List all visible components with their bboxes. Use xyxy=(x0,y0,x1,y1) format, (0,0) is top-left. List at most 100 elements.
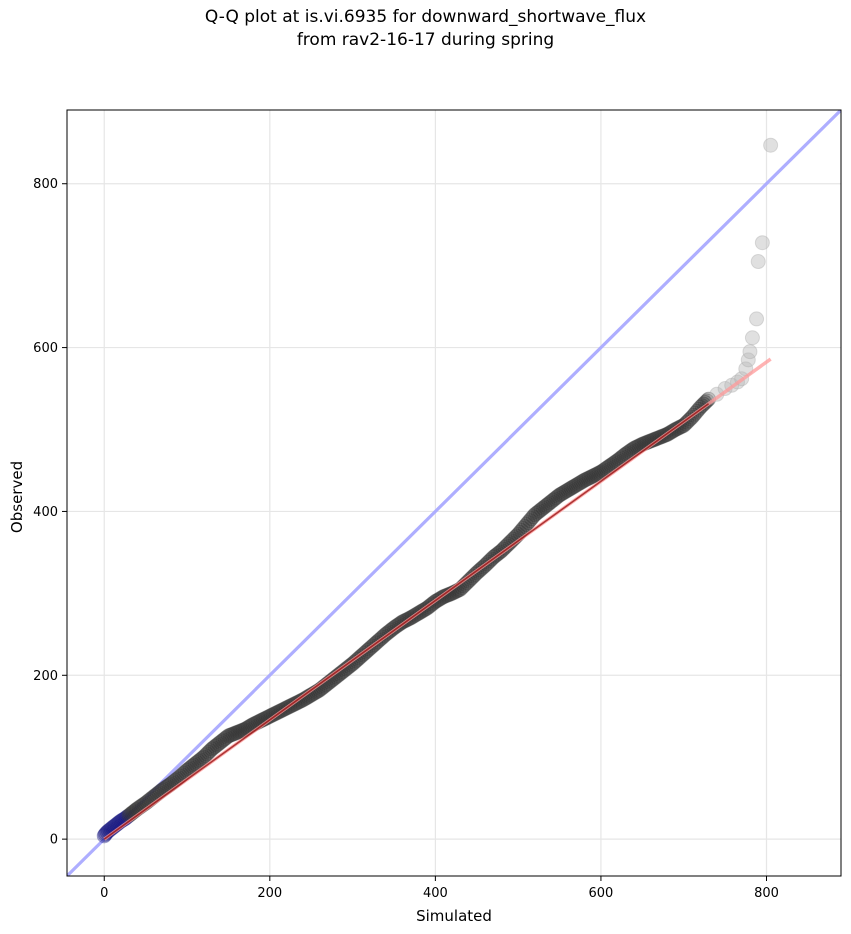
y-tick-label: 200 xyxy=(33,669,58,684)
quantile-point xyxy=(593,464,609,480)
quantile-point xyxy=(560,482,576,498)
quantile-point xyxy=(225,726,241,742)
quantile-point xyxy=(532,503,548,519)
quantile-point xyxy=(209,737,225,753)
quantile-point xyxy=(621,444,637,460)
quantile-point xyxy=(186,757,202,773)
quantile-point xyxy=(588,467,604,483)
quantile-point xyxy=(547,491,563,507)
quantile-point xyxy=(212,734,228,750)
quantile-point xyxy=(202,743,218,759)
quantile-point xyxy=(542,495,558,511)
quantile-point xyxy=(181,761,197,777)
quantile-point xyxy=(623,443,639,459)
quantile-point xyxy=(217,731,233,747)
quantile-point xyxy=(191,753,207,769)
tail-point xyxy=(744,330,760,346)
quantile-point xyxy=(196,749,212,765)
quantile-point xyxy=(548,490,564,506)
quantile-point xyxy=(557,484,573,500)
y-axis-ticks: 0 200 400 600 800 xyxy=(33,177,67,848)
quantile-point xyxy=(201,744,217,760)
quantile-point xyxy=(210,736,226,752)
x-tick-label: 400 xyxy=(423,886,448,901)
quantile-point xyxy=(573,474,589,490)
quantile-point xyxy=(576,472,592,488)
x-axis-ticks: 0 200 400 600 800 xyxy=(100,876,779,901)
quantile-point xyxy=(197,748,213,764)
quantile-point xyxy=(220,728,236,744)
quantile-point xyxy=(586,467,602,483)
quantile-point xyxy=(219,729,235,745)
tail-point xyxy=(763,137,779,153)
x-tick-label: 800 xyxy=(754,886,779,901)
quantile-point xyxy=(538,498,554,514)
tail-point xyxy=(750,254,766,270)
quantile-point xyxy=(204,741,220,757)
y-tick-label: 600 xyxy=(33,341,58,356)
chart-title: Q-Q plot at is.vi.6935 for downward_shor… xyxy=(0,6,851,52)
quantile-point xyxy=(232,723,248,739)
quantile-point xyxy=(566,478,582,494)
quantile-point xyxy=(179,762,195,778)
x-tick-label: 600 xyxy=(589,886,614,901)
quantile-point xyxy=(571,475,587,491)
quantile-point xyxy=(583,469,599,485)
quantile-point xyxy=(520,515,536,531)
quantile-point xyxy=(550,488,566,504)
quantile-point xyxy=(206,740,222,756)
chart-title-line-2: from rav2-16-17 during spring xyxy=(296,30,555,50)
tail-point xyxy=(754,235,770,251)
quantile-point xyxy=(558,483,574,499)
x-tick-label: 200 xyxy=(257,886,282,901)
quantile-point xyxy=(522,513,538,529)
tail-point xyxy=(749,311,765,327)
quantile-point xyxy=(537,499,553,515)
quantile-point xyxy=(222,727,238,743)
tail-point xyxy=(740,352,756,368)
quantile-point xyxy=(575,473,591,489)
quantile-point xyxy=(591,465,607,481)
quantile-point xyxy=(227,725,243,741)
quantile-point xyxy=(530,504,546,520)
quantile-point xyxy=(553,486,569,502)
quantile-point xyxy=(543,494,559,510)
quantile-point xyxy=(565,479,581,495)
quantile-point xyxy=(215,732,231,748)
quantile-point xyxy=(527,507,543,523)
quantile-point xyxy=(525,509,541,525)
quantile-point xyxy=(192,752,208,768)
quantile-point xyxy=(184,758,200,774)
quantile-point xyxy=(555,485,571,501)
quantile-point xyxy=(570,476,586,492)
quantile-point xyxy=(517,519,533,535)
quantile-point xyxy=(552,487,568,503)
quantile-point xyxy=(578,471,594,487)
y-axis-label: Observed xyxy=(8,461,26,533)
quantile-point xyxy=(230,724,246,740)
quantile-point xyxy=(234,723,250,739)
quantile-point xyxy=(224,727,240,743)
y-tick-label: 0 xyxy=(50,833,58,848)
quantile-point xyxy=(199,746,215,762)
quantile-point xyxy=(528,505,544,521)
grid-lines xyxy=(67,110,841,876)
quantile-point xyxy=(545,492,561,508)
quantile-point xyxy=(585,468,601,484)
quantile-point xyxy=(189,754,205,770)
identity-line xyxy=(67,110,841,876)
y-tick-label: 400 xyxy=(33,505,58,520)
x-tick-label: 0 xyxy=(100,886,108,901)
quantile-point xyxy=(618,446,634,462)
quantile-point xyxy=(619,445,635,461)
quantile-point xyxy=(563,480,579,496)
quantile-point xyxy=(518,517,534,533)
quantile-point xyxy=(616,447,632,463)
y-tick-label: 800 xyxy=(33,177,58,192)
x-axis-label: Simulated xyxy=(416,907,492,925)
quantile-point xyxy=(535,500,551,516)
quantile-point xyxy=(580,471,596,487)
quantile-point xyxy=(187,756,203,772)
quantile-point xyxy=(523,511,539,527)
